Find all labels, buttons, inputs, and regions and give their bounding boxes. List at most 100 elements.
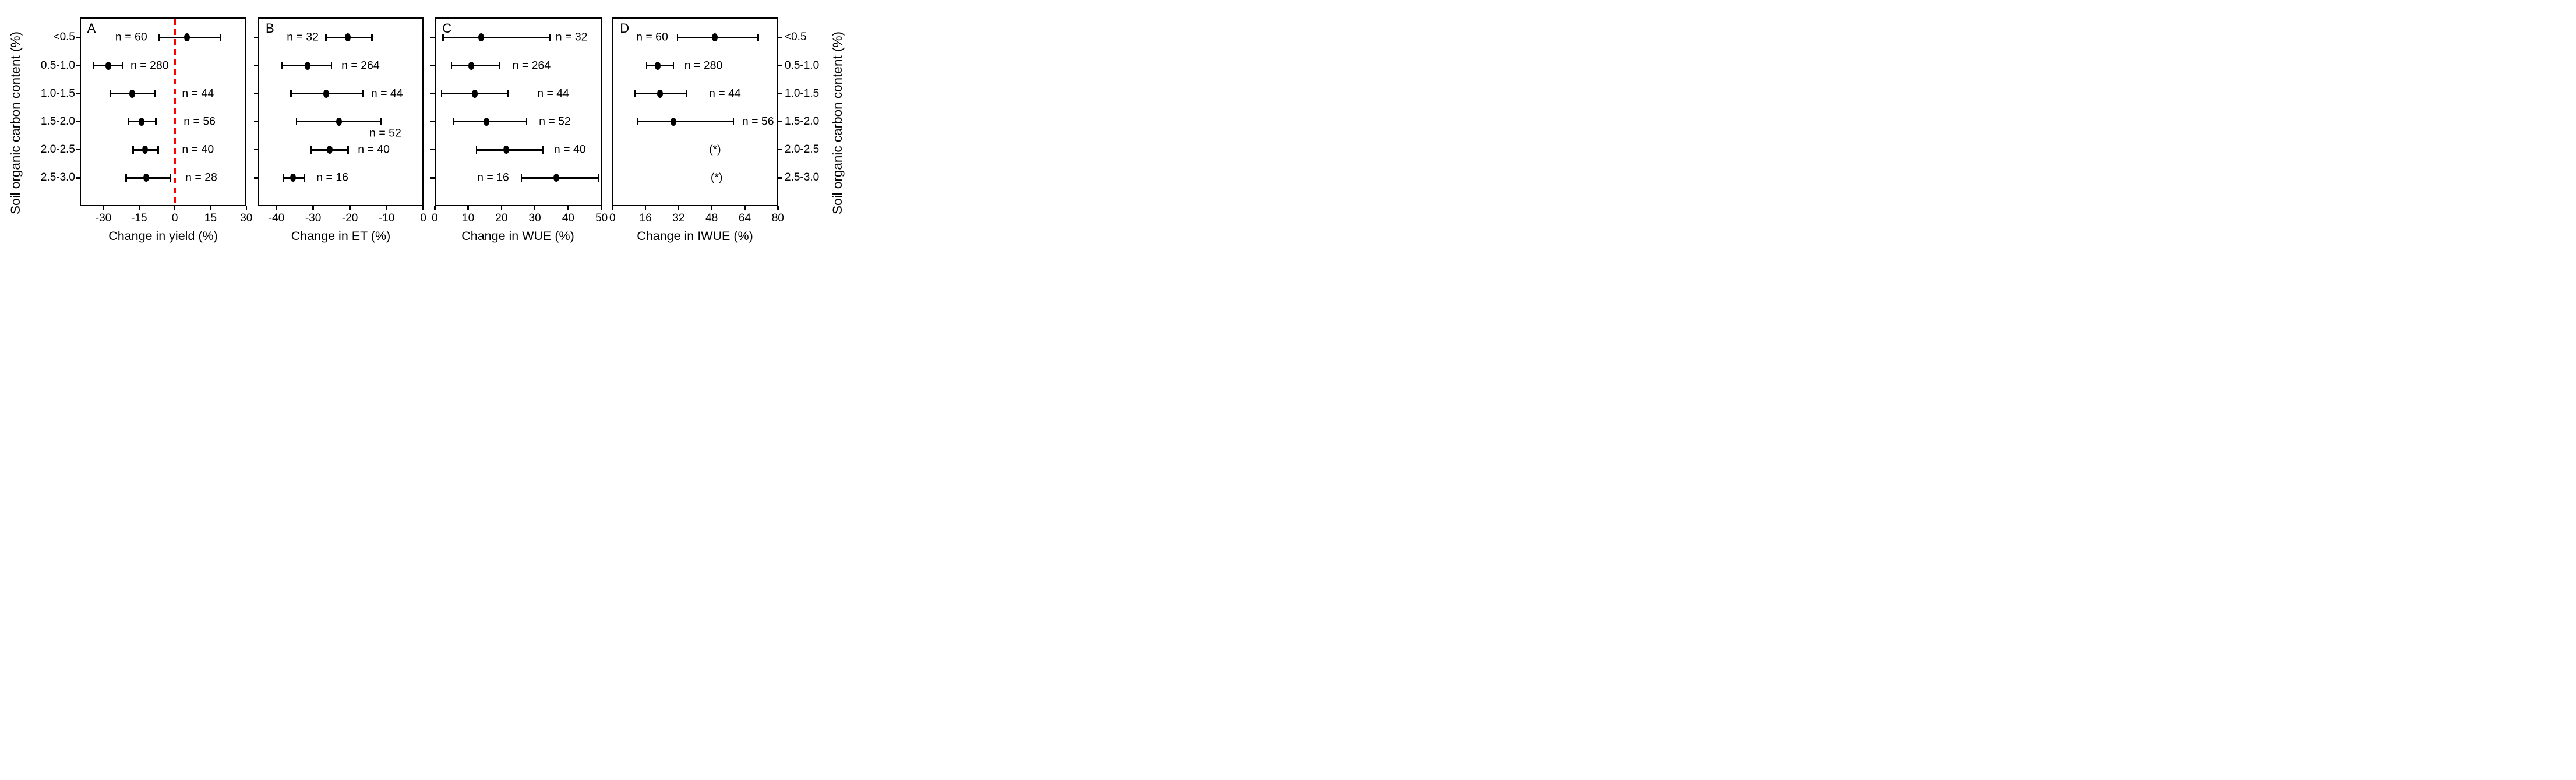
y-tick bbox=[778, 37, 782, 38]
y-tick bbox=[778, 93, 782, 94]
mean-point bbox=[326, 146, 333, 154]
n-label: n = 56 bbox=[742, 115, 774, 128]
error-bar-cap bbox=[452, 118, 454, 126]
x-tick bbox=[434, 206, 436, 210]
error-bar-cap bbox=[219, 33, 221, 41]
error-bar-cap bbox=[507, 90, 509, 98]
mean-point bbox=[553, 174, 560, 182]
y-tick bbox=[254, 93, 258, 94]
error-bar-cap bbox=[672, 62, 675, 69]
y-tick bbox=[430, 65, 435, 66]
error-bar-cap bbox=[347, 146, 349, 154]
error-bar-cap bbox=[757, 33, 759, 41]
x-tick-label: -10 bbox=[378, 212, 395, 224]
error-bar-cap bbox=[542, 146, 544, 154]
x-tick-label: -15 bbox=[131, 212, 147, 224]
x-axis-title-wue: Change in WUE (%) bbox=[461, 229, 574, 243]
error-bar-cap bbox=[520, 174, 523, 182]
x-tick-label: 64 bbox=[738, 212, 751, 224]
x-tick bbox=[312, 206, 314, 210]
y-tick bbox=[430, 93, 435, 94]
n-label: n = 28 bbox=[185, 171, 217, 184]
n-label: n = 32 bbox=[287, 30, 319, 44]
x-tick bbox=[103, 206, 104, 210]
n-label: n = 44 bbox=[709, 87, 741, 100]
mean-point bbox=[478, 33, 485, 42]
mean-point bbox=[336, 117, 342, 126]
error-bar-cap bbox=[525, 118, 528, 126]
n-label: n = 16 bbox=[316, 171, 349, 184]
x-tick-label: 10 bbox=[462, 212, 475, 224]
panel-B-frame bbox=[258, 17, 424, 206]
x-tick-label: 0 bbox=[171, 212, 178, 224]
mean-point bbox=[671, 117, 677, 126]
error-bar-cap bbox=[371, 33, 373, 41]
x-tick bbox=[677, 206, 680, 210]
n-label: n = 280 bbox=[684, 59, 723, 72]
y-category-label-left: <0.5 bbox=[53, 31, 75, 44]
error-bar-cap bbox=[125, 174, 127, 182]
mean-point bbox=[143, 174, 150, 182]
n-label: n = 16 bbox=[477, 171, 509, 184]
n-label: n = 264 bbox=[341, 59, 380, 72]
x-tick bbox=[422, 206, 424, 210]
error-bar-cap bbox=[290, 90, 292, 98]
y-tick bbox=[75, 37, 80, 38]
mean-point bbox=[142, 146, 149, 154]
error-bar-cap bbox=[157, 146, 159, 154]
panel-letter-C: C bbox=[442, 21, 452, 36]
mean-point bbox=[468, 61, 475, 70]
mean-point bbox=[657, 89, 663, 98]
y-tick bbox=[254, 121, 258, 123]
error-bar-cap bbox=[155, 118, 157, 126]
y-category-label-right: 2.0-2.5 bbox=[785, 143, 820, 156]
y-tick bbox=[778, 149, 782, 151]
x-tick-label: -30 bbox=[305, 212, 322, 224]
y-category-label-left: 1.0-1.5 bbox=[40, 87, 75, 100]
n-label: n = 40 bbox=[182, 143, 214, 156]
y-tick bbox=[75, 177, 80, 179]
y-tick bbox=[75, 65, 80, 66]
mean-point bbox=[290, 174, 296, 182]
n-label: n = 44 bbox=[182, 87, 214, 100]
mean-point bbox=[138, 117, 144, 126]
error-bar-cap bbox=[93, 62, 95, 69]
error-bar-cap bbox=[499, 62, 501, 69]
error-bar bbox=[453, 121, 527, 123]
mean-point bbox=[503, 146, 510, 154]
y-category-label-left: 0.5-1.0 bbox=[40, 59, 75, 72]
n-label: n = 40 bbox=[358, 143, 390, 156]
significance-marker: (*) bbox=[709, 143, 721, 156]
significance-marker: (*) bbox=[710, 171, 723, 184]
y-tick bbox=[254, 65, 258, 66]
n-label: n = 52 bbox=[539, 115, 571, 128]
error-bar-cap bbox=[380, 118, 382, 126]
y-category-label-left: 2.5-3.0 bbox=[40, 171, 75, 184]
panel-A-frame bbox=[79, 17, 246, 206]
error-bar-cap bbox=[634, 90, 636, 98]
mean-point bbox=[305, 61, 311, 70]
x-tick bbox=[276, 206, 277, 210]
error-bar-cap bbox=[303, 174, 305, 182]
x-tick-label: -40 bbox=[268, 212, 285, 224]
n-label: n = 40 bbox=[553, 143, 586, 156]
n-label: n = 264 bbox=[512, 59, 551, 72]
y-tick bbox=[75, 121, 80, 123]
error-bar bbox=[159, 36, 220, 38]
x-tick-label: 16 bbox=[639, 212, 652, 224]
n-label: n = 52 bbox=[369, 126, 401, 140]
x-tick-label: 30 bbox=[528, 212, 541, 224]
error-bar bbox=[451, 65, 500, 66]
x-tick bbox=[601, 206, 602, 210]
y-tick bbox=[430, 37, 435, 38]
x-tick-label: 50 bbox=[595, 212, 608, 224]
error-bar-cap bbox=[121, 62, 123, 69]
error-bar-cap bbox=[110, 90, 111, 98]
error-bar-cap bbox=[154, 90, 156, 98]
n-label: n = 32 bbox=[555, 30, 588, 44]
mean-point bbox=[184, 33, 190, 42]
error-bar bbox=[443, 36, 550, 38]
x-tick bbox=[245, 206, 248, 210]
y-tick bbox=[254, 37, 258, 38]
panel-letter-B: B bbox=[266, 21, 274, 36]
